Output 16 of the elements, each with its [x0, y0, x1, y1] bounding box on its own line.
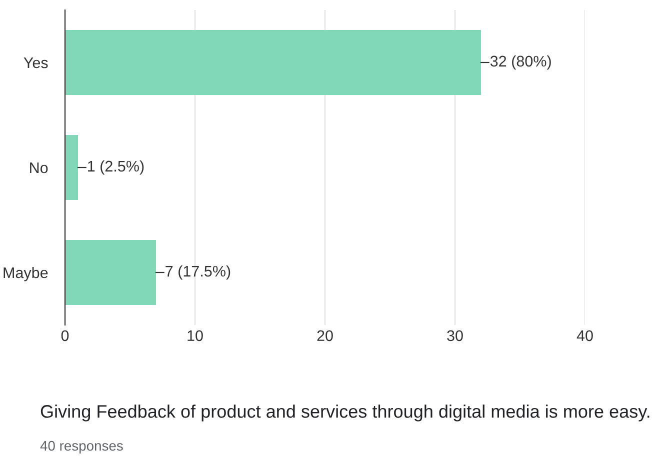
bar — [65, 240, 156, 306]
text: 40 responses — [40, 440, 123, 454]
data-label: 1 (2.5%) — [88, 160, 144, 175]
x-tick-label: 40 — [576, 330, 593, 342]
bar — [65, 134, 78, 200]
x-tick-label: 30 — [447, 330, 463, 342]
text: Giving Feedback of product and services through digital media is more easy. — [40, 404, 650, 422]
data-label: 32 (80%) — [490, 55, 551, 70]
x-tick-label: 20 — [317, 330, 333, 342]
bar — [65, 30, 481, 96]
x-tick-label: 10 — [188, 330, 203, 342]
y-tick-label: No — [30, 162, 48, 174]
y-tick-label: Maybe — [4, 266, 48, 282]
x-tick-label: 0 — [61, 330, 69, 342]
data-label: 7 (17.5%) — [166, 265, 230, 280]
y-tick-label: Yes — [24, 58, 48, 68]
